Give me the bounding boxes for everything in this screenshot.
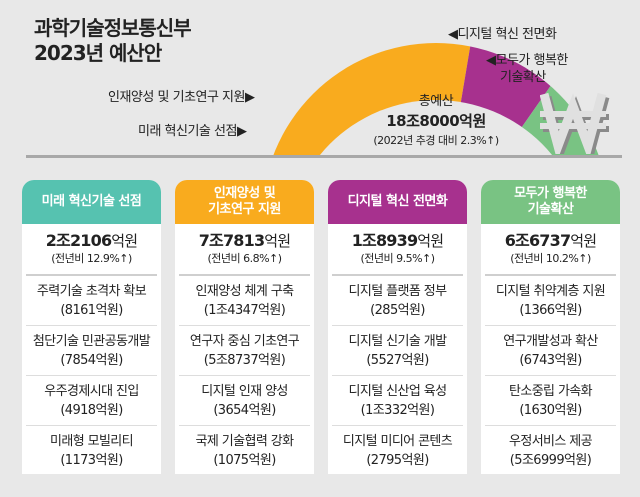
list-item: 인재양성 체계 구축 (1조4347억원) <box>179 276 310 326</box>
label-talent-research: 인재양성 및 기초연구 지원▶ <box>108 90 255 105</box>
category-card: 모두가 행복한 기술확산 6조6737억원 (전년비 10.2%↑) 디지털 취약계층 … <box>481 180 620 474</box>
card-amount: 7조7813억원 (전년비 6.8%↑) <box>179 224 310 276</box>
category-card: 미래 혁신기술 선점 2조2106억원 (전년비 12.9%↑) 주력기술 초격차 확… <box>22 180 161 474</box>
list-item: 국제 기술협력 강화 (1075억원) <box>195 434 295 468</box>
list-item: 연구개발성과 확산 (6743억원) <box>485 326 616 376</box>
list-item: 디지털 신기술 개발 (5527억원) <box>332 326 463 376</box>
card-amount: 6조6737억원 (전년비 10.2%↑) <box>485 224 616 276</box>
won-sign-icon <box>540 92 610 154</box>
list-item: 우정서비스 제공 (5조6999억원) <box>508 434 593 468</box>
list-item: 디지털 신산업 육성 (1조332억원) <box>332 376 463 426</box>
card-amount: 1조8939억원 (전년비 9.5%↑) <box>332 224 463 276</box>
list-item: 주력기술 초격차 확보 (8161억원) <box>26 276 157 326</box>
list-item: 디지털 플랫폼 정부 (285억원) <box>332 276 463 326</box>
list-item: 탄소중립 가속화 (1630억원) <box>485 376 616 426</box>
donut-segment <box>44 0 479 170</box>
total-value: 18조8000억원 <box>386 112 486 130</box>
list-item: 디지털 취약계층 지원 (1366억원) <box>485 276 616 326</box>
list-item: 연구자 중심 기초연구 (5조8737억원) <box>179 326 310 376</box>
category-card: 인재양성 및 기초연구 지원 7조7813억원 (전년비 6.8%↑) 인재양성 체계 … <box>175 180 314 474</box>
card-header: 미래 혁신기술 선점 <box>22 180 161 224</box>
label-tech-spread: ◀모두가 행복한 기술확산 <box>486 53 568 85</box>
baseline-divider <box>26 155 622 158</box>
total-change: (2022년 추경 대비 2.3%↑) <box>373 134 499 147</box>
list-item: 우주경제시대 진입 (4918억원) <box>26 376 157 426</box>
list-item: 디지털 미디어 콘텐츠 (2795억원) <box>342 434 453 468</box>
category-card: 디지털 혁신 전면화 1조8939억원 (전년비 9.5%↑) 디지털 플랫폼 정부(… <box>328 180 467 474</box>
card-header: 디지털 혁신 전면화 <box>328 180 467 224</box>
total-label: 총예산 <box>418 94 454 109</box>
card-header: 모두가 행복한 기술확산 <box>481 180 620 224</box>
card-header: 인재양성 및 기초연구 지원 <box>175 180 314 224</box>
donut-segment <box>449 0 611 170</box>
card-amount: 2조2106억원 (전년비 12.9%↑) <box>26 224 157 276</box>
list-item: 디지털 인재 양성 (3654억원) <box>179 376 310 426</box>
list-item: 첨단기술 민관공동개발 (7854억원) <box>26 326 157 376</box>
list-item: 미래형 모빌리티 (1173억원) <box>49 434 134 468</box>
label-future-tech: 미래 혁신기술 선점▶ <box>138 124 247 139</box>
label-digital: ◀디지털 혁신 전면화 <box>448 27 557 42</box>
